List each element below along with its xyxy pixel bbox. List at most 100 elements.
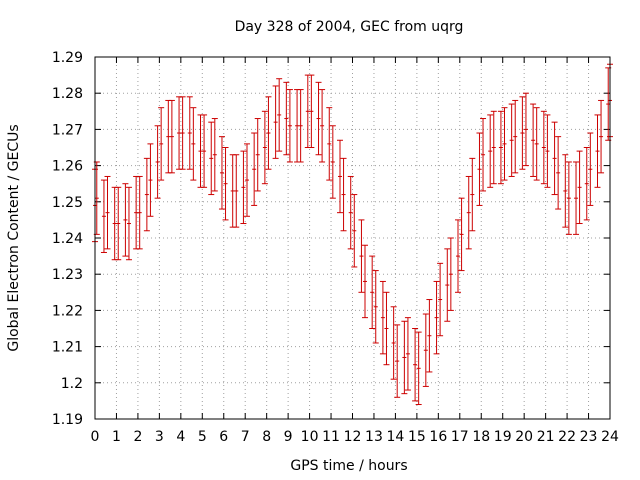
data-point xyxy=(136,175,143,250)
data-series xyxy=(92,63,613,406)
plot-frame xyxy=(94,56,611,420)
x-tick-label: 2 xyxy=(133,429,142,445)
x-tick-label: 12 xyxy=(344,429,362,445)
data-point xyxy=(179,96,186,170)
data-point xyxy=(315,81,322,156)
data-point xyxy=(358,219,365,293)
data-point xyxy=(254,118,261,192)
data-point xyxy=(347,175,354,250)
chart-title: Day 328 of 2004, GEC from uqrg xyxy=(235,19,464,35)
data-point xyxy=(587,132,594,206)
data-point xyxy=(437,262,444,337)
x-tick-label: 10 xyxy=(301,429,319,445)
x-tick-label: 18 xyxy=(472,429,490,445)
data-point xyxy=(576,150,583,225)
x-tick-label: 9 xyxy=(284,429,293,445)
data-point xyxy=(404,317,411,391)
x-tick-label: 0 xyxy=(91,429,100,445)
y-tick-label: 1.21 xyxy=(52,340,83,356)
data-point xyxy=(265,96,272,170)
data-point xyxy=(168,99,175,174)
data-point xyxy=(562,154,569,228)
y-tick-label: 1.19 xyxy=(52,412,83,428)
data-point xyxy=(329,125,336,199)
data-point xyxy=(240,150,247,225)
data-point xyxy=(583,147,590,221)
x-tick-label: 3 xyxy=(155,429,164,445)
data-point xyxy=(519,96,526,170)
data-point xyxy=(533,107,540,181)
x-tick-label: 15 xyxy=(408,429,426,445)
data-point xyxy=(465,175,472,250)
data-point xyxy=(190,107,197,181)
y-tick-label: 1.25 xyxy=(52,195,83,211)
data-point xyxy=(186,96,193,170)
data-point xyxy=(480,118,487,192)
x-tick-label: 20 xyxy=(515,429,533,445)
axis-ticks xyxy=(94,56,611,420)
data-point xyxy=(497,110,504,185)
data-point xyxy=(104,175,111,250)
data-point xyxy=(147,143,154,217)
data-point xyxy=(125,186,132,261)
data-point xyxy=(243,143,250,217)
x-tick-label: 19 xyxy=(494,429,512,445)
y-tick-label: 1.23 xyxy=(52,267,83,283)
data-point xyxy=(433,280,440,355)
data-point xyxy=(362,244,369,319)
data-point xyxy=(211,118,218,192)
data-point xyxy=(261,110,268,185)
data-point xyxy=(540,110,547,185)
data-point xyxy=(154,125,161,199)
x-tick-label: 7 xyxy=(241,429,250,445)
y-axis-label: Global Electron Content / GECUs xyxy=(6,124,22,351)
data-point xyxy=(201,114,208,188)
data-point xyxy=(233,154,240,228)
x-axis-label: GPS time / hours xyxy=(290,458,407,474)
data-point xyxy=(455,219,462,293)
data-point xyxy=(286,89,293,163)
data-point xyxy=(319,89,326,163)
y-tick-label: 1.22 xyxy=(52,303,83,319)
x-tick-label: 14 xyxy=(387,429,405,445)
data-point xyxy=(115,186,122,261)
data-point xyxy=(565,161,572,235)
data-point xyxy=(555,136,562,210)
data-point xyxy=(283,81,290,156)
data-point xyxy=(208,121,215,196)
data-point xyxy=(594,114,601,188)
data-point xyxy=(394,324,401,398)
data-point xyxy=(158,107,165,181)
x-tick-label: 13 xyxy=(365,429,383,445)
data-point xyxy=(326,107,333,181)
data-point xyxy=(530,103,537,177)
data-point xyxy=(372,270,379,344)
data-point xyxy=(222,147,229,221)
y-tick-label: 1.26 xyxy=(52,159,83,175)
y-tick-label: 1.24 xyxy=(52,231,83,247)
data-point xyxy=(251,132,258,206)
grid-lines xyxy=(95,57,610,419)
data-point xyxy=(122,183,129,257)
x-tick-label: 6 xyxy=(219,429,228,445)
data-point xyxy=(551,121,558,196)
data-point xyxy=(351,194,358,268)
x-tick-label: 4 xyxy=(176,429,185,445)
data-point xyxy=(522,92,529,167)
data-point xyxy=(501,107,508,181)
data-point xyxy=(426,299,433,373)
data-point xyxy=(469,157,476,232)
y-tick-label: 1.27 xyxy=(52,122,83,138)
data-point xyxy=(508,103,515,177)
data-point xyxy=(383,291,390,366)
data-point xyxy=(422,313,429,387)
data-point xyxy=(297,89,304,163)
data-point xyxy=(458,197,465,272)
data-point xyxy=(490,110,497,185)
data-point xyxy=(447,237,454,311)
data-point xyxy=(487,114,494,188)
y-tick-label: 1.29 xyxy=(52,50,83,66)
y-tick-labels: 1.19 1.2 1.21 1.22 1.23 1.24 1.25 1.26 1.27 1.28 1… xyxy=(52,50,83,428)
x-tick-labels: 0 1 2 3 4 5 6 7 8 9 10 11 12 13 14 15 16 17 18 19 20 21 22 23 24 xyxy=(91,429,619,445)
